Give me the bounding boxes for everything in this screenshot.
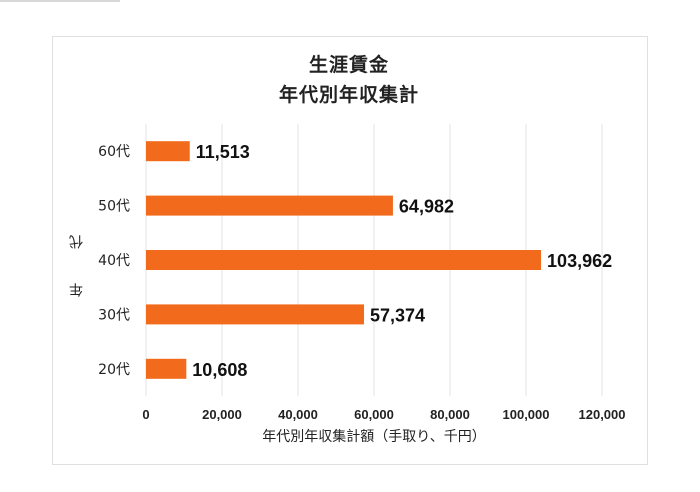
bars bbox=[146, 141, 542, 379]
bar-30代 bbox=[146, 304, 365, 325]
data-label: 57,374 bbox=[370, 305, 425, 325]
chart-subtitle: 年代別年収集計 bbox=[278, 84, 419, 106]
x-tick-label: 120,000 bbox=[579, 407, 626, 422]
x-tick-label: 0 bbox=[142, 407, 149, 422]
x-tick-label: 20,000 bbox=[202, 407, 242, 422]
x-axis-ticks: 0 20,000 40,000 60,000 80,000 100,000 120,000 bbox=[142, 407, 625, 422]
data-label: 10,608 bbox=[192, 360, 247, 380]
bar-40代 bbox=[146, 250, 542, 270]
x-tick-label: 80,000 bbox=[430, 407, 470, 422]
category-labels: 60代 50代 40代 30代 20代 bbox=[98, 144, 130, 378]
x-tick-label: 40,000 bbox=[278, 407, 318, 422]
x-tick-label: 60,000 bbox=[354, 407, 394, 422]
y-axis-label: 年 代 bbox=[69, 225, 85, 297]
category-label: 20代 bbox=[98, 362, 130, 378]
category-label: 50代 bbox=[98, 199, 130, 215]
x-tick-label: 100,000 bbox=[503, 407, 550, 422]
data-label: 103,962 bbox=[547, 251, 612, 271]
x-axis-label: 年代別年収集計額（手取り、千円） bbox=[262, 429, 486, 445]
scan-edge bbox=[0, 0, 120, 2]
data-label: 11,513 bbox=[196, 142, 250, 162]
category-label: 40代 bbox=[98, 253, 130, 269]
bar-50代 bbox=[146, 195, 393, 216]
bar-60代 bbox=[146, 141, 190, 162]
category-label: 60代 bbox=[98, 144, 130, 160]
bar-20代 bbox=[146, 358, 187, 379]
data-labels: 11,513 64,982 103,962 57,374 10,608 bbox=[192, 142, 612, 380]
chart-title: 生涯賃金 bbox=[308, 54, 389, 76]
data-label: 64,982 bbox=[399, 197, 454, 217]
category-label: 30代 bbox=[98, 307, 130, 323]
